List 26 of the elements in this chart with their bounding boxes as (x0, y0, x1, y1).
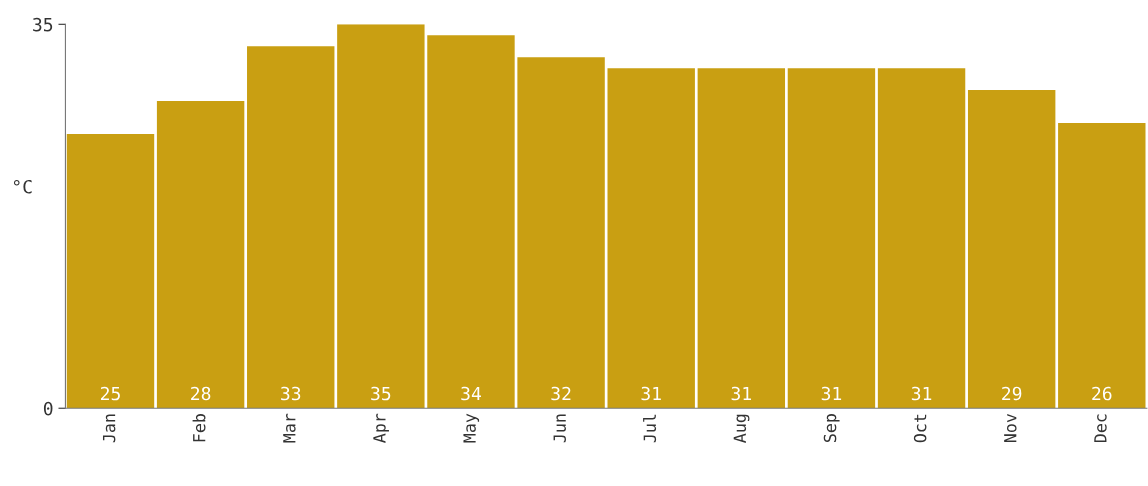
data-label: 25 (100, 386, 120, 401)
data-label: 34 (461, 386, 481, 401)
x-tick-label: Apr (373, 413, 389, 443)
x-tick-label: Nov (1004, 413, 1017, 443)
data-label: 31 (911, 386, 932, 401)
x-tick-label: Jul (643, 414, 657, 443)
x-tick-label: Oct (913, 414, 927, 443)
x-tick-label: Sep (823, 414, 840, 443)
x-tick-label: Jan (102, 414, 116, 443)
data-label: 29 (1002, 386, 1022, 401)
x-tick-label: May (463, 413, 480, 443)
x-tick-label: Aug (733, 414, 750, 443)
x-tick-label: Jun (553, 414, 566, 443)
data-label: 31 (821, 386, 842, 401)
data-label: 26 (1092, 386, 1112, 401)
data-label: 32 (551, 386, 571, 401)
x-tick-label: Dec (1094, 414, 1107, 443)
x-tick-label: Mar (283, 413, 296, 443)
data-label: 31 (641, 386, 661, 401)
y-tick-label: 0 (43, 401, 53, 416)
data-label: 33 (281, 386, 301, 401)
data-label: 35 (371, 386, 391, 401)
x-tick-label: Feb (192, 414, 206, 442)
y-axis-title: °C (13, 179, 32, 194)
data-label: 28 (191, 386, 211, 401)
data-label: 31 (731, 386, 751, 401)
